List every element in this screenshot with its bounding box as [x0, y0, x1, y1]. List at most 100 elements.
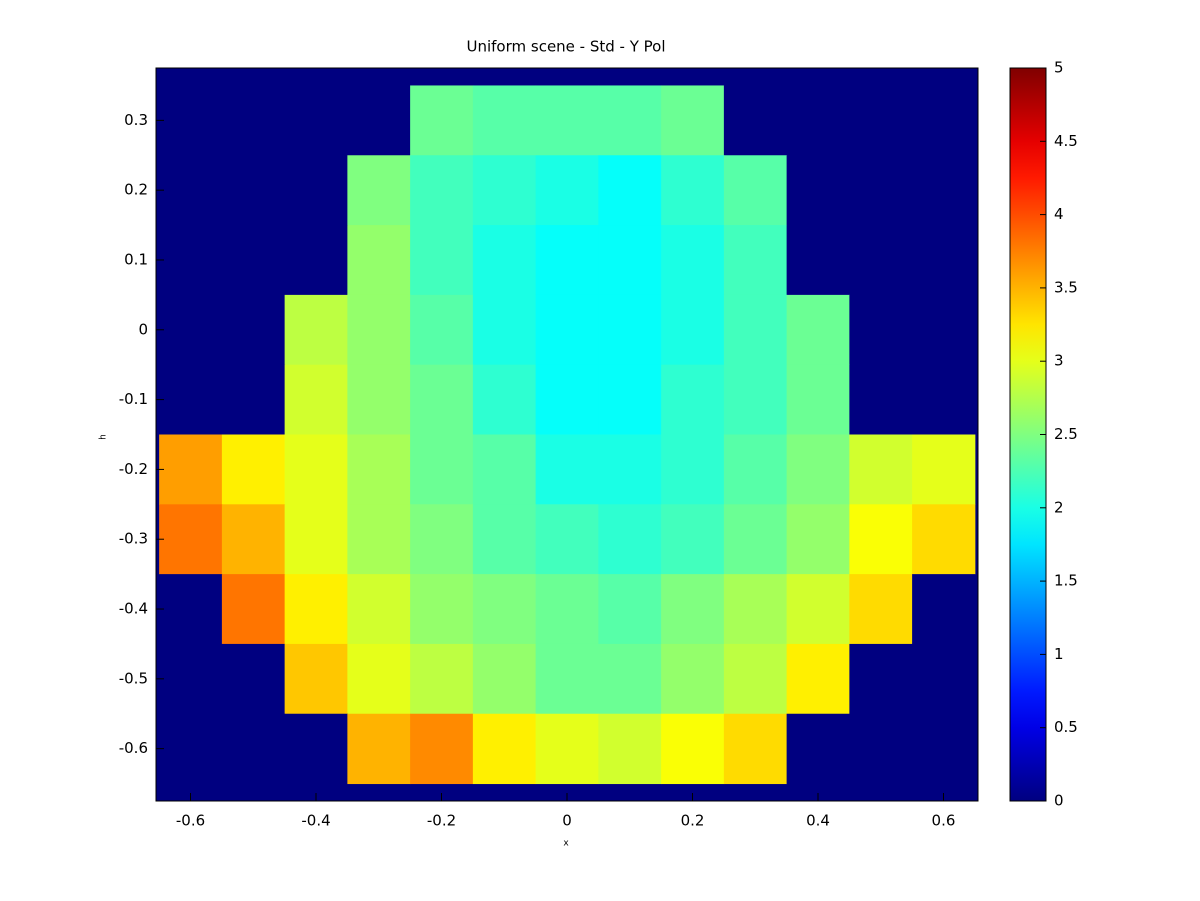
- heatmap-cell: [347, 294, 411, 366]
- heatmap-cell: [912, 155, 976, 226]
- heatmap-cell: [221, 294, 286, 366]
- heatmap-cell: [159, 713, 223, 785]
- heatmap-cell: [410, 294, 474, 366]
- heatmap-cell: [723, 294, 788, 366]
- heatmap-cell: [786, 643, 850, 715]
- heatmap-cell: [159, 574, 223, 645]
- y-tick-label: -0.5: [119, 669, 148, 687]
- heatmap-cell: [849, 364, 913, 435]
- heatmap-cell: [410, 155, 474, 226]
- heatmap-cell: [347, 574, 411, 645]
- heatmap-cell: [410, 643, 474, 715]
- heatmap-cell: [535, 225, 599, 296]
- heatmap-cell: [912, 364, 976, 435]
- heatmap-cell: [661, 434, 725, 505]
- heatmap-cell: [661, 294, 725, 366]
- heatmap-cell: [786, 364, 850, 435]
- y-tick-label: -0.2: [119, 460, 148, 478]
- heatmap-cell: [410, 434, 474, 505]
- y-tick-label: -0.6: [119, 739, 148, 757]
- heatmap-cell: [723, 364, 788, 435]
- heatmap-cell: [849, 155, 913, 226]
- heatmap-cell: [472, 434, 537, 505]
- y-tick-label: 0: [138, 320, 148, 338]
- heatmap-cell: [723, 225, 788, 296]
- heatmap-cell: [598, 574, 662, 645]
- heatmap-cell: [723, 155, 788, 226]
- heatmap-cell: [221, 643, 286, 715]
- heatmap-cell: [284, 434, 348, 505]
- heatmap-cell: [849, 643, 913, 715]
- heatmap-cell: [849, 434, 913, 505]
- heatmap-cell: [535, 294, 599, 366]
- heatmap-cell: [284, 225, 348, 296]
- heatmap-cell: [410, 713, 474, 785]
- colorbar-tick-label: 1.5: [1054, 572, 1078, 590]
- heatmap-cell: [159, 434, 223, 505]
- heatmap-cell: [410, 225, 474, 296]
- colorbar-tick-label: 3.5: [1054, 278, 1078, 296]
- heatmap-cell: [912, 643, 976, 715]
- heatmap-cell: [284, 643, 348, 715]
- heatmap-cell: [472, 225, 537, 296]
- heatmap-cell: [284, 364, 348, 435]
- heatmap-cell: [598, 713, 662, 785]
- heatmap-cell: [661, 155, 725, 226]
- heatmap-cell: [347, 434, 411, 505]
- heatmap-cell: [723, 643, 788, 715]
- heatmap-cell: [472, 574, 537, 645]
- heatmap-cell: [723, 713, 788, 785]
- heatmap-cell: [472, 504, 537, 575]
- heatmap-cell: [786, 713, 850, 785]
- heatmap-cell: [598, 434, 662, 505]
- heatmap-cell: [410, 364, 474, 435]
- y-tick-label: 0.2: [124, 181, 148, 199]
- heatmap-cell: [159, 294, 223, 366]
- heatmap-cell: [849, 504, 913, 575]
- x-tick-label: -0.4: [301, 812, 330, 830]
- heatmap-cell: [661, 225, 725, 296]
- heatmap-cell: [661, 364, 725, 435]
- y-axis-label: h: [99, 434, 109, 440]
- heatmap-cell: [284, 85, 348, 156]
- heatmap-cell: [912, 225, 976, 296]
- heatmap-cell: [598, 294, 662, 366]
- heatmap-cell: [159, 643, 223, 715]
- heatmap-cell: [221, 85, 286, 156]
- y-tick-label: -0.4: [119, 600, 148, 618]
- heatmap-cell: [786, 574, 850, 645]
- heatmap-cell: [472, 294, 537, 366]
- colorbar-tick-label: 4.5: [1054, 132, 1078, 150]
- heatmap-cell: [598, 364, 662, 435]
- heatmap-cell: [159, 504, 223, 575]
- heatmap-cell: [661, 643, 725, 715]
- heatmap-cell: [535, 643, 599, 715]
- heatmap-cell: [912, 713, 976, 785]
- heatmap-cell: [912, 294, 976, 366]
- heatmap-cell: [347, 225, 411, 296]
- heatmap-cell: [598, 155, 662, 226]
- heatmap-cell: [159, 225, 223, 296]
- heatmap-cell: [661, 574, 725, 645]
- heatmap-cell: [347, 643, 411, 715]
- x-tick-label: -0.6: [176, 812, 205, 830]
- heatmap-cell: [221, 364, 286, 435]
- heatmap-cell: [912, 504, 976, 575]
- heatmap-cell: [535, 504, 599, 575]
- heatmap-cell: [598, 225, 662, 296]
- heatmap-cell: [661, 504, 725, 575]
- heatmap-cell: [221, 434, 286, 505]
- x-axis-label: x: [563, 839, 569, 849]
- heatmap-cell: [786, 155, 850, 226]
- heatmap-cell: [598, 504, 662, 575]
- heatmap-cell: [849, 574, 913, 645]
- chart-title: Uniform scene - Std - Y Pol: [466, 38, 665, 56]
- colorbar-tick-label: 2: [1054, 498, 1064, 516]
- heatmap-cell: [284, 155, 348, 226]
- x-tick-label: 0.4: [806, 812, 830, 830]
- y-tick-label: 0.1: [124, 250, 148, 268]
- heatmap-cell: [472, 85, 537, 156]
- colorbar-tick-label: 4: [1054, 205, 1064, 223]
- heatmap-cell: [159, 85, 223, 156]
- heatmap-cell: [410, 574, 474, 645]
